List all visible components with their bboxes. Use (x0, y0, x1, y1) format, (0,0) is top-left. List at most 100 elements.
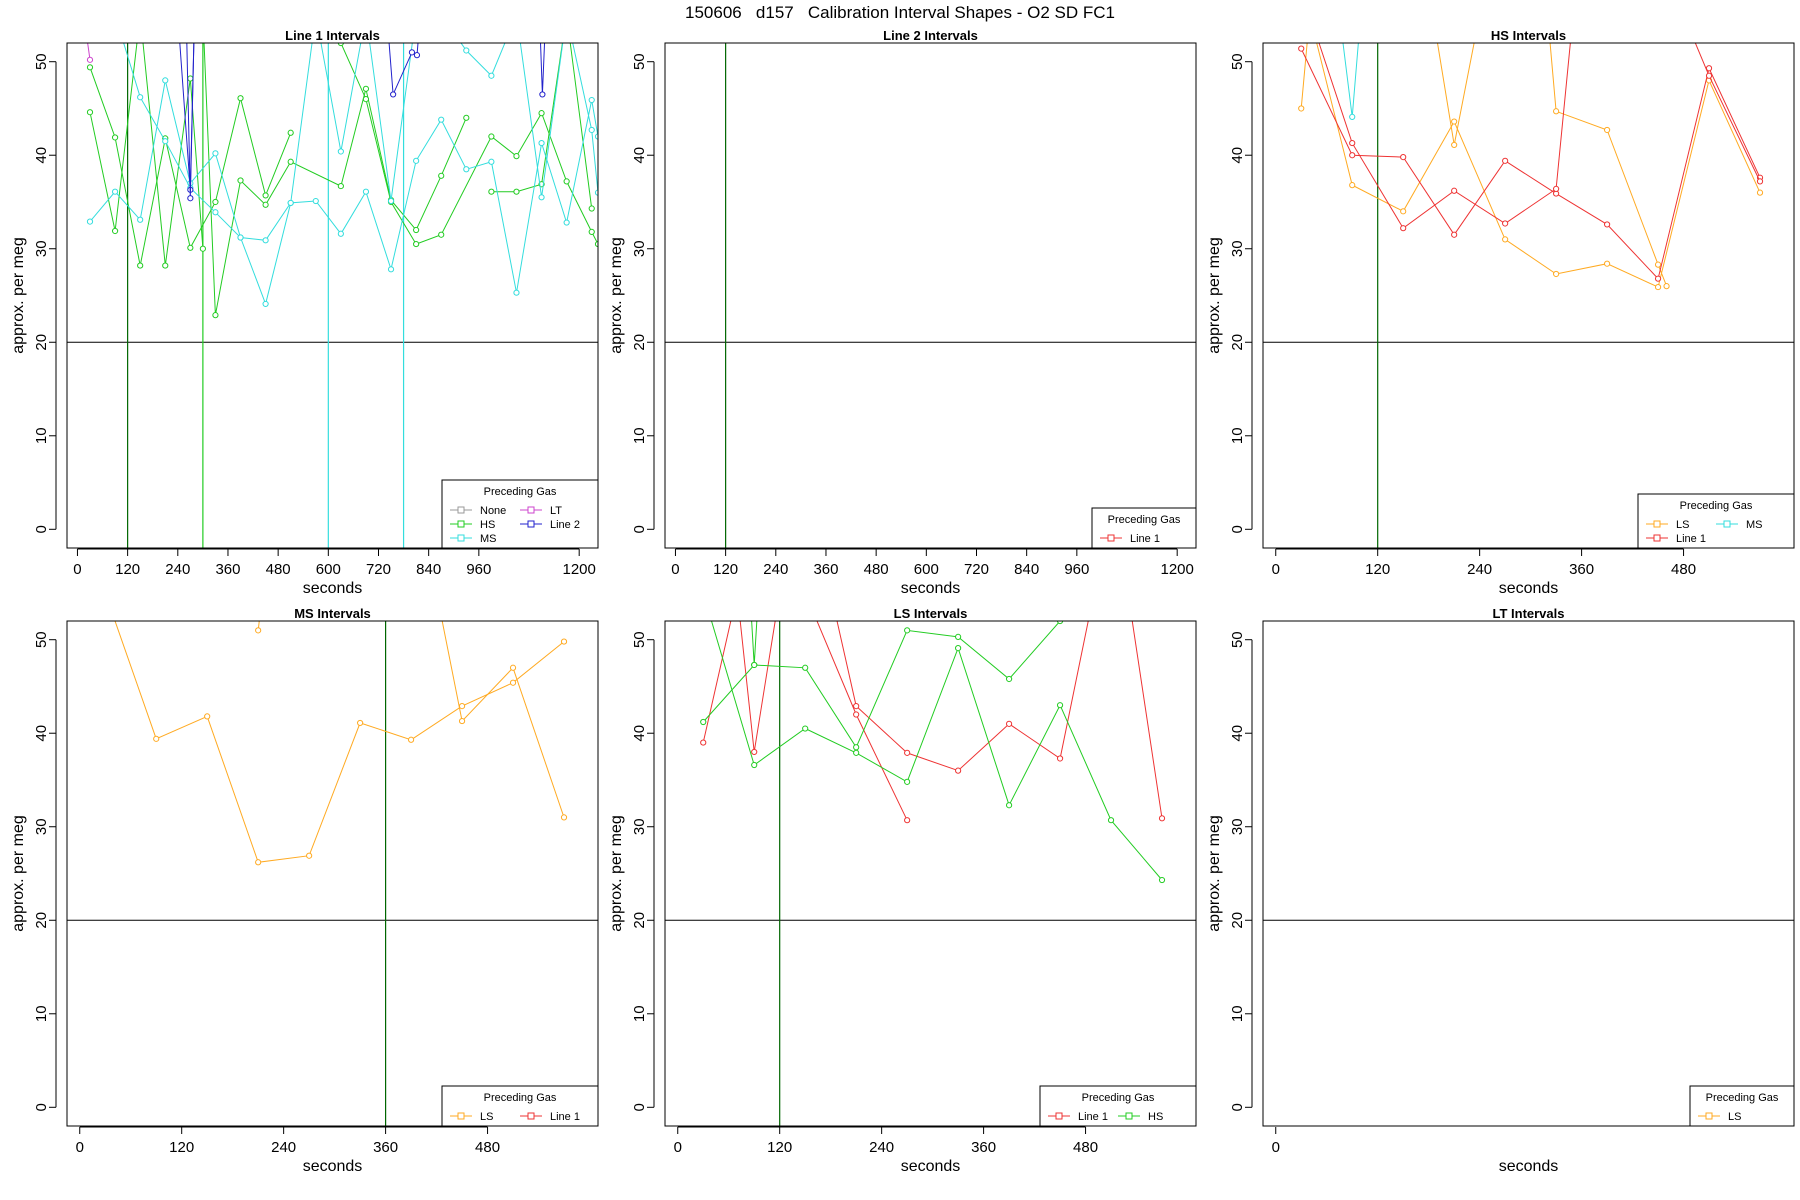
y-tick-label: 20 (33, 912, 50, 929)
data-point (260, 590, 265, 595)
data-point (313, 12, 318, 17)
legend-entry-label: HS (1148, 1111, 1163, 1123)
x-axis-label: seconds (901, 580, 961, 597)
data-point (1663, 283, 1670, 290)
data-point (413, 157, 420, 164)
x-tick-label: 840 (1014, 561, 1039, 578)
data-point (362, 188, 370, 195)
x-tick-label: 600 (316, 561, 341, 578)
data-point (828, 590, 833, 595)
y-tick-label: 50 (1229, 631, 1246, 648)
data-point (1158, 815, 1166, 822)
data-point (463, 114, 470, 121)
x-tick-label: 120 (1365, 561, 1390, 578)
data-point (777, 590, 782, 595)
data-point (751, 761, 758, 769)
data-point (463, 47, 470, 54)
y-tick-label: 30 (631, 240, 648, 257)
x-tick-label: 480 (266, 561, 291, 578)
legend-title: Preceding Gas (484, 486, 557, 498)
data-point (853, 749, 860, 756)
data-point (513, 188, 520, 195)
data-point (438, 116, 445, 123)
panel-title: Line 2 Intervals (883, 28, 978, 43)
y-axis-label: approx. per meg (1206, 237, 1223, 354)
y-tick-label: 30 (1229, 240, 1246, 257)
data-point (543, 12, 548, 17)
data-point (287, 158, 294, 165)
data-point (513, 153, 520, 160)
data-point (955, 767, 962, 774)
data-point (904, 627, 911, 634)
data-point (192, 12, 197, 17)
data-point (488, 72, 495, 79)
data-point (1349, 182, 1356, 189)
data-point (1298, 45, 1305, 52)
y-tick-label: 40 (631, 725, 648, 742)
data-point (1056, 755, 1064, 762)
data-point (137, 262, 144, 269)
series-line-line-1 (836, 621, 1163, 819)
data-point (1400, 225, 1407, 232)
data-point (390, 91, 397, 98)
data-point (255, 859, 262, 866)
data-point (262, 237, 269, 244)
data-point (200, 12, 205, 17)
data-point (563, 178, 570, 185)
data-point (904, 817, 911, 824)
y-tick-label: 10 (631, 1005, 648, 1022)
y-tick-label: 50 (631, 631, 648, 648)
legend-entry-label: Line 1 (550, 1111, 580, 1123)
data-point (1502, 236, 1509, 243)
data-point (513, 289, 520, 296)
legend-entry-label: LS (1676, 519, 1689, 531)
data-point (735, 590, 740, 595)
data-point (212, 198, 219, 206)
y-tick-label: 30 (1229, 818, 1246, 835)
series-line-hs (340, 43, 598, 245)
data-point (1654, 275, 1662, 282)
data-point (1603, 126, 1611, 134)
x-axis-label: seconds (1499, 580, 1559, 597)
data-point (458, 703, 466, 710)
y-tick-label: 0 (33, 525, 50, 533)
legend-entry-label: MS (480, 533, 497, 545)
data-point (337, 148, 344, 155)
data-point (86, 64, 94, 71)
y-axis-label: approx. per meg (608, 815, 625, 932)
x-axis-label: seconds (1499, 1158, 1559, 1175)
data-point (594, 240, 598, 248)
data-point (137, 216, 144, 223)
data-point (1125, 590, 1130, 595)
data-point (187, 244, 194, 251)
data-point (111, 134, 119, 141)
x-tick-label: 480 (1073, 1139, 1098, 1156)
data-point (1553, 108, 1560, 115)
data-point (192, 12, 197, 17)
data-point (539, 91, 546, 98)
x-tick-label: 720 (964, 561, 989, 578)
data-point (414, 12, 419, 17)
data-point (111, 227, 119, 235)
series-line-ls (257, 621, 260, 631)
y-tick-label: 40 (1229, 147, 1246, 164)
x-axis-label: seconds (303, 1158, 363, 1175)
legend: Preceding Gas Line 1 (1091, 507, 1197, 549)
data-point (408, 49, 416, 56)
data-point (1307, 12, 1312, 17)
y-axis-label: approx. per meg (608, 237, 625, 354)
data-point (1451, 187, 1458, 194)
x-tick-label: 240 (869, 1139, 894, 1156)
data-point (112, 12, 117, 17)
data-point (802, 725, 809, 732)
data-point (1705, 72, 1713, 79)
series-line-ms (123, 43, 598, 306)
x-tick-label: 120 (767, 1139, 792, 1156)
y-tick-label: 0 (631, 1103, 648, 1111)
data-point (387, 197, 395, 205)
data-point (1400, 208, 1407, 215)
x-tick-label: 0 (671, 561, 679, 578)
y-tick-label: 20 (1229, 912, 1246, 929)
x-tick-label: 360 (813, 561, 838, 578)
y-tick-label: 40 (631, 147, 648, 164)
